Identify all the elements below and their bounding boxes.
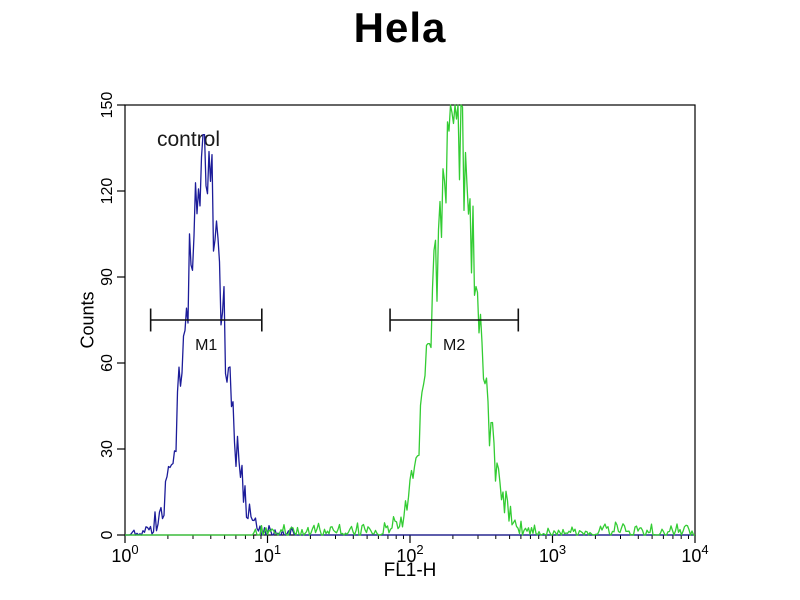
gate-marker-M1: M1: [149, 308, 263, 354]
x-axis: 100 101 102 103 104: [111, 535, 709, 566]
y-axis: 0 30 60 90 120 150: [99, 92, 125, 539]
series-antibody: [125, 104, 695, 536]
series-control: [125, 134, 695, 536]
gate-marker-label: M2: [443, 337, 465, 354]
x-tick-label: 101: [254, 542, 281, 566]
gate-marker-label: M1: [195, 337, 217, 354]
y-tick-label: 120: [99, 178, 116, 205]
y-tick-label: 150: [99, 92, 116, 119]
y-tick-label: 90: [99, 268, 116, 286]
y-tick-label: 30: [99, 440, 116, 458]
x-tick-label: 102: [396, 542, 423, 566]
x-tick-label: 100: [111, 542, 138, 566]
x-axis-label: FL1-H: [383, 560, 437, 581]
chart-title: Hela: [353, 4, 447, 51]
y-tick-label: 60: [99, 354, 116, 372]
y-tick-label: 0: [99, 530, 116, 539]
x-tick-label: 103: [539, 542, 566, 566]
x-tick-label: 104: [681, 542, 708, 566]
gate-marker-M2: M2: [389, 308, 520, 354]
